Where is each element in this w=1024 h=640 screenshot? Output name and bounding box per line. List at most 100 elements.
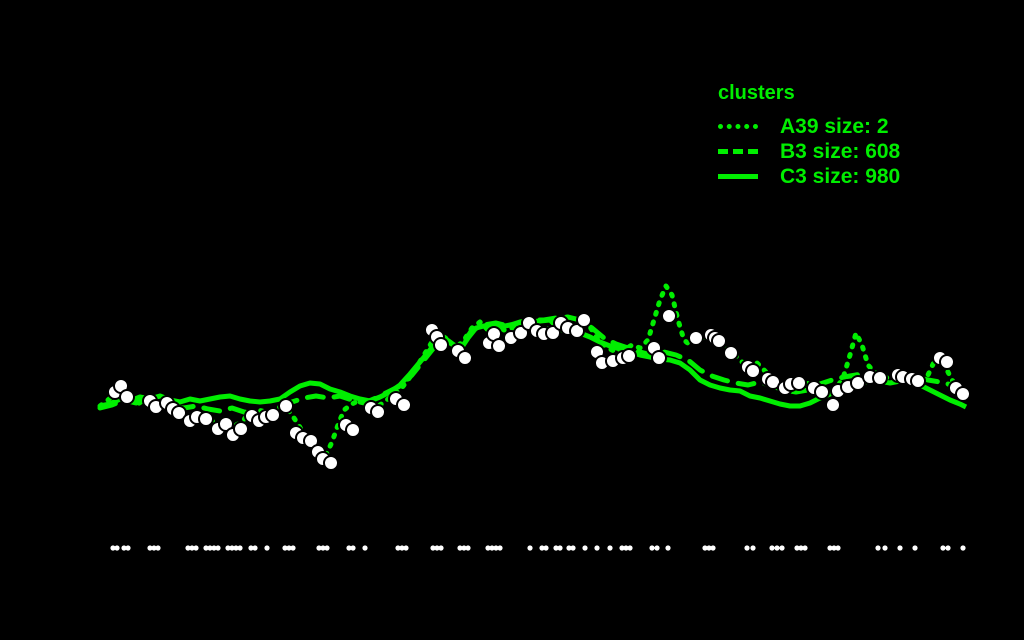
legend-entry-label-c3: C3 size: 980 [780, 164, 901, 188]
rug-point [649, 545, 655, 551]
rug-point [940, 545, 946, 551]
rug-point [802, 545, 808, 551]
rug-point [493, 545, 499, 551]
scatter-point [814, 384, 830, 400]
rug-point [155, 545, 161, 551]
rug-point [945, 545, 951, 551]
rug-point [897, 545, 903, 551]
rug-point [151, 545, 157, 551]
legend-entry-label-b3: B3 size: 608 [780, 139, 901, 163]
scatter-point [621, 348, 637, 364]
rug-point [189, 545, 195, 551]
rug-point [774, 545, 780, 551]
scatter-point [745, 363, 761, 379]
scatter-point [872, 370, 888, 386]
rug-point [316, 545, 322, 551]
legend-entry-b3: B3 size: 608 [718, 139, 900, 164]
rug-point [290, 545, 296, 551]
rug-point [225, 545, 231, 551]
scatter-point [939, 354, 955, 370]
rug-point [912, 545, 918, 551]
rug-point [362, 545, 368, 551]
rug-point [527, 545, 533, 551]
rug-point [497, 545, 503, 551]
rug-point [286, 545, 292, 551]
scatter-point [198, 411, 214, 427]
rug-point [324, 545, 330, 551]
scatter-point [910, 373, 926, 389]
scatter-point [345, 422, 361, 438]
scatter-point [723, 345, 739, 361]
rug-point [769, 545, 775, 551]
rug-point [557, 545, 563, 551]
rug-point [193, 545, 199, 551]
rug-point [121, 545, 127, 551]
rug-point [215, 545, 221, 551]
rug-point [702, 545, 708, 551]
solid-line-key-icon [718, 174, 758, 179]
rug-point [779, 545, 785, 551]
rug-point [233, 545, 239, 551]
scatter-point [233, 421, 249, 437]
rug-point [882, 545, 888, 551]
rug-point [114, 545, 120, 551]
rug-point [399, 545, 405, 551]
scatter-point [661, 308, 677, 324]
rug-point [706, 545, 712, 551]
scatter-point [569, 323, 585, 339]
rug-point [110, 545, 116, 551]
rug-point [207, 545, 213, 551]
rug-point [248, 545, 254, 551]
rug-point [465, 545, 471, 551]
scatter-point [825, 397, 841, 413]
legend-entry-a39: A39 size: 2 [718, 114, 900, 139]
rug-point [710, 545, 716, 551]
rug-point [282, 545, 288, 551]
rug-point [457, 545, 463, 551]
rug-point [264, 545, 270, 551]
scatter-point [791, 375, 807, 391]
scatter-point [370, 404, 386, 420]
rug-point [203, 545, 209, 551]
rug-point [489, 545, 495, 551]
rug-point [665, 545, 671, 551]
legend-entry-c3: C3 size: 980 [718, 164, 900, 189]
legend: clusters A39 size: 2 B3 size: 608 C3 siz… [718, 82, 900, 189]
scatter-point [433, 337, 449, 353]
scatter-point [171, 405, 187, 421]
scatter-point [576, 312, 592, 328]
rug-point [434, 545, 440, 551]
rug-point [566, 545, 572, 551]
rug-point [570, 545, 576, 551]
legend-entry-label-a39: A39 size: 2 [780, 114, 889, 138]
rug-point [147, 545, 153, 551]
scatter-point [119, 389, 135, 405]
rug-point [252, 545, 258, 551]
rug-point [461, 545, 467, 551]
rug-point [485, 545, 491, 551]
scatter-point [396, 397, 412, 413]
rug-point [237, 545, 243, 551]
rug-point [875, 545, 881, 551]
rug-point [744, 545, 750, 551]
rug-point [350, 545, 356, 551]
rug-point [539, 545, 545, 551]
scatter-point [711, 333, 727, 349]
rug-point [185, 545, 191, 551]
rug-point [320, 545, 326, 551]
rug-point [831, 545, 837, 551]
scatter-point [303, 433, 319, 449]
rug-point [607, 545, 613, 551]
rug-point [229, 545, 235, 551]
rug-point [623, 545, 629, 551]
rug-point [346, 545, 352, 551]
scatter-point [323, 455, 339, 471]
rug-point [960, 545, 966, 551]
rug-point [594, 545, 600, 551]
legend-title: clusters [718, 82, 795, 104]
rug-point [125, 545, 131, 551]
scatter-point [278, 398, 294, 414]
rug-point [430, 545, 436, 551]
